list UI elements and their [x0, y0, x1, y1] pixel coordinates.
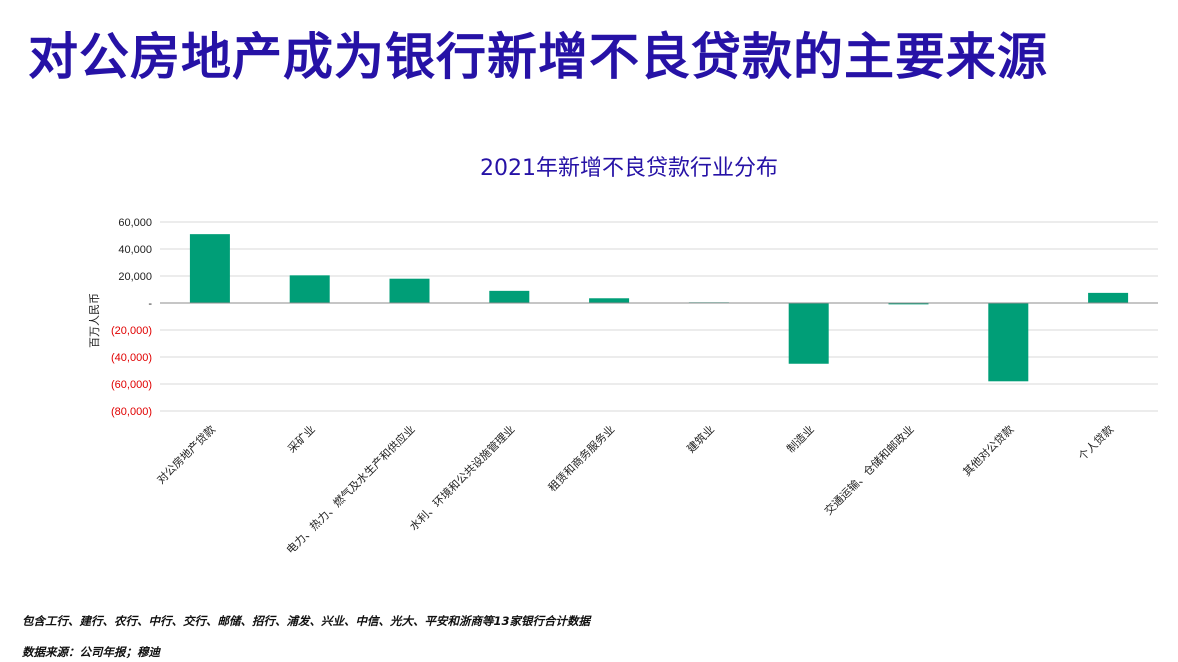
chart-title: 2021年新增不良贷款行业分布	[480, 156, 778, 181]
y-tick-label: (20,000)	[111, 325, 152, 337]
bar	[788, 303, 829, 364]
x-tick-label: 租赁和商务服务业	[545, 422, 617, 494]
bar	[489, 290, 530, 303]
bar	[189, 234, 230, 303]
bar	[888, 303, 929, 305]
y-tick-label: (60,000)	[111, 379, 152, 391]
x-tick-label: 水利、环境和公共设施管理业	[406, 422, 517, 533]
footnote-banks: 包含工行、建行、农行、中行、交行、邮储、招行、浦发、兴业、中信、光大、平安和浙商…	[22, 614, 590, 628]
x-tick-label: 建筑业	[684, 422, 717, 455]
x-tick-label: 制造业	[784, 422, 817, 455]
bar	[589, 298, 630, 303]
x-tick-label: 交通运输、仓储和邮政业	[821, 422, 916, 517]
y-tick-label: 60,000	[118, 217, 152, 229]
bar	[389, 278, 430, 303]
y-tick-label: -	[148, 298, 152, 310]
y-tick-label: (40,000)	[111, 352, 152, 364]
slide-title: 对公房地产成为银行新增不良贷款的主要来源	[28, 28, 1048, 86]
bar	[1088, 292, 1129, 303]
y-tick-label: (80,000)	[111, 406, 152, 418]
x-tick-label: 对公房地产贷款	[154, 422, 218, 486]
footnote-source: 数据来源：公司年报；穆迪	[22, 645, 160, 659]
x-tick-label: 其他对公贷款	[960, 422, 1017, 479]
bar	[988, 303, 1029, 382]
y-tick-label: 40,000	[118, 244, 152, 256]
y-tick-label: 20,000	[118, 271, 152, 283]
y-axis-label: 百万人民币	[88, 293, 101, 348]
x-tick-label: 个人贷款	[1075, 422, 1116, 463]
x-tick-label: 采矿业	[285, 423, 318, 456]
bar	[289, 275, 330, 303]
